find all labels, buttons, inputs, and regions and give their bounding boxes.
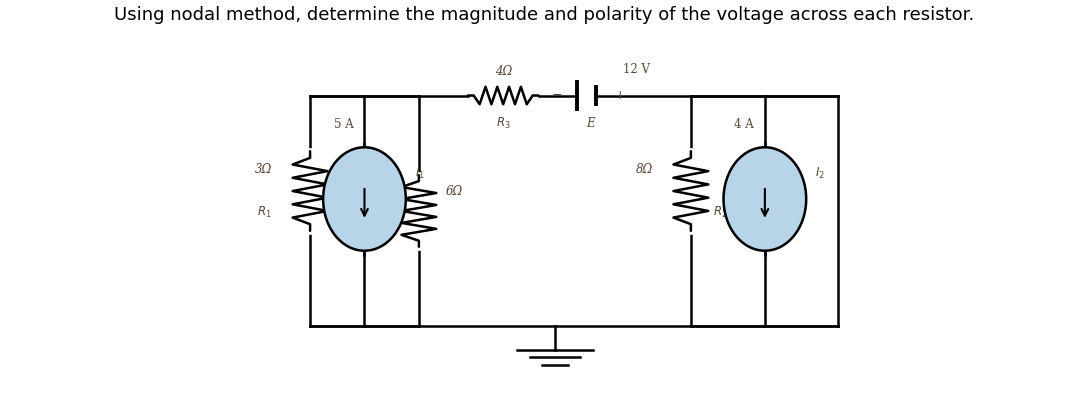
Ellipse shape — [323, 147, 406, 251]
Text: 5 A: 5 A — [334, 118, 354, 131]
Text: $R_3$: $R_3$ — [496, 115, 510, 131]
Text: $R_1$: $R_1$ — [258, 205, 272, 220]
Text: $I_1$: $I_1$ — [415, 166, 424, 181]
Text: 12 V: 12 V — [623, 62, 651, 76]
Text: E: E — [586, 117, 595, 131]
Ellipse shape — [724, 147, 806, 251]
Text: +: + — [615, 89, 626, 102]
Text: 8Ω: 8Ω — [635, 163, 653, 176]
Text: 4 A: 4 A — [734, 118, 754, 131]
Text: Using nodal method, determine the magnitude and polarity of the voltage across e: Using nodal method, determine the magnit… — [114, 6, 974, 24]
Text: $R_4$: $R_4$ — [369, 223, 384, 238]
Text: −: − — [552, 89, 562, 102]
Text: 4Ω: 4Ω — [495, 64, 511, 78]
Text: 6Ω: 6Ω — [446, 185, 463, 198]
Text: $R_2$: $R_2$ — [713, 205, 727, 220]
Text: 3Ω: 3Ω — [255, 163, 272, 176]
Text: $I_2$: $I_2$ — [815, 166, 825, 181]
